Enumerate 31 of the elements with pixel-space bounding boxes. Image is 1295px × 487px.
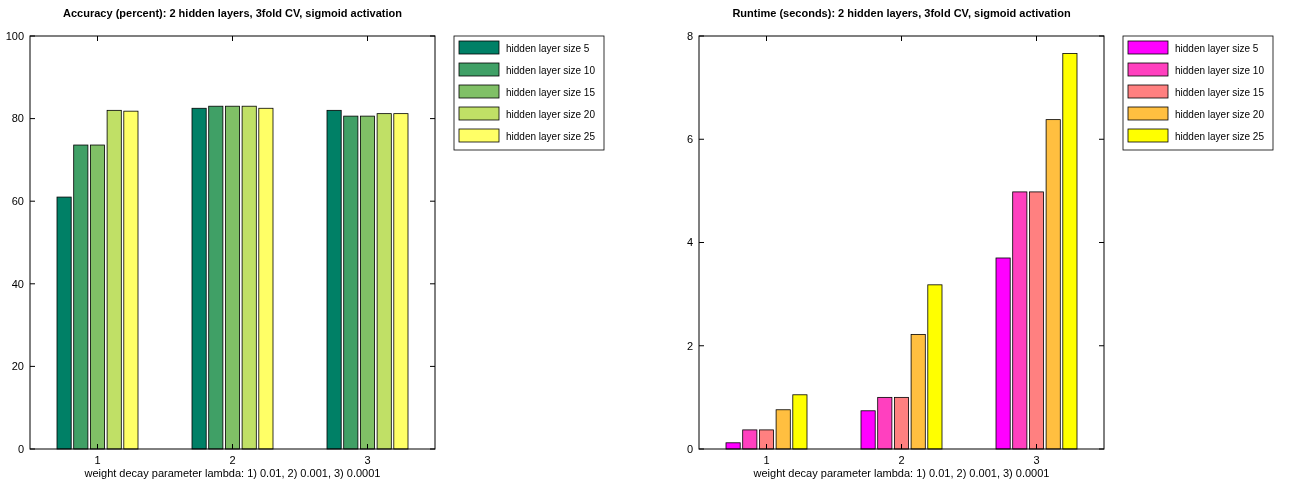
chart-title: Runtime (seconds): 2 hidden layers, 3fold CV, sigmoid activation <box>732 7 1071 19</box>
y-tick-label: 8 <box>686 29 693 42</box>
y-tick-label: 2 <box>686 339 693 352</box>
legend-label: hidden layer size 15 <box>1175 86 1265 98</box>
legend-label: hidden layer size 10 <box>1175 64 1265 76</box>
y-tick-label: 80 <box>11 112 24 125</box>
legend-label: hidden layer size 10 <box>506 64 596 76</box>
x-tick-label: 2 <box>229 454 236 466</box>
legend-label: hidden layer size 20 <box>506 108 596 120</box>
y-tick-label: 6 <box>686 133 693 146</box>
legend-label: hidden layer size 5 <box>506 42 590 54</box>
legend-label: hidden layer size 15 <box>506 86 596 98</box>
y-tick-label: 40 <box>11 277 24 290</box>
chart-title: Accuracy (percent): 2 hidden layers, 3fold CV, sigmoid activation <box>63 7 403 19</box>
legend-label: hidden layer size 5 <box>1175 42 1259 54</box>
y-tick-label: 60 <box>11 195 24 208</box>
x-tick-label: 1 <box>763 454 770 466</box>
legend-label: hidden layer size 25 <box>506 130 596 142</box>
y-tick-label: 4 <box>686 236 693 249</box>
legend-label: hidden layer size 20 <box>1175 108 1265 120</box>
x-tick-label: 1 <box>94 454 101 466</box>
y-tick-label: 100 <box>5 29 24 42</box>
x-axis-title: weight decay parameter lambda: 1) 0.01, 2) 0.001, 3) 0.0001 <box>83 467 381 479</box>
legend-label: hidden layer size 25 <box>1175 130 1265 142</box>
x-axis-title: weight decay parameter lambda: 1) 0.01, 2) 0.001, 3) 0.0001 <box>752 467 1050 479</box>
y-tick-label: 20 <box>11 360 24 373</box>
y-tick-label: 0 <box>17 442 24 455</box>
x-tick-label: 2 <box>898 454 905 466</box>
x-tick-label: 3 <box>1033 454 1040 466</box>
x-tick-label: 3 <box>364 454 371 466</box>
y-tick-label: 0 <box>686 442 693 455</box>
